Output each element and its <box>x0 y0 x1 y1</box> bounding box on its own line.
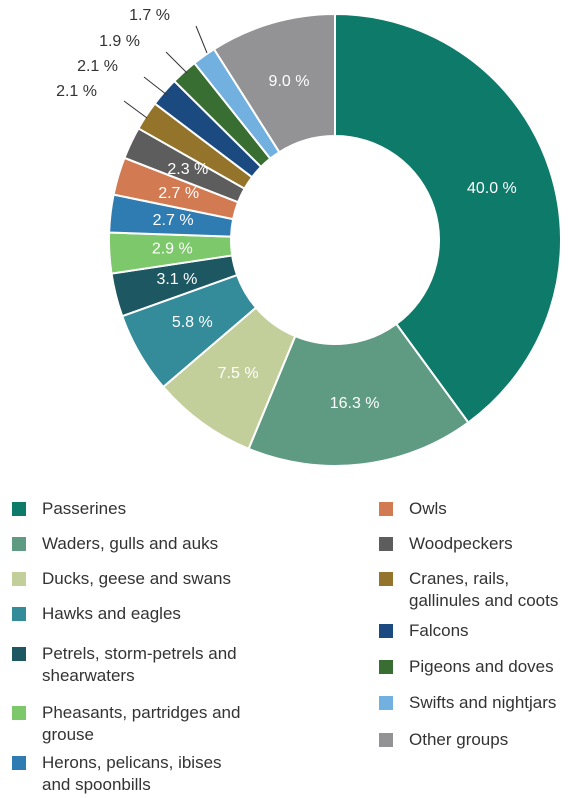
legend-item-owls: Owls <box>379 498 447 520</box>
legend-swatch-pigeons <box>379 660 393 674</box>
legend-label-herons: Herons, pelicans, ibises and spoonbills <box>42 753 222 794</box>
slice-label-passerines: 40.0 % <box>467 180 517 197</box>
legend-label-waders: Waders, gulls and auks <box>42 534 219 553</box>
legend-swatch-swifts <box>379 696 393 710</box>
legend-item-pheasants: Pheasants, partridges and grouse <box>12 702 252 746</box>
legend-label-petrels: Petrels, storm-petrels and shearwaters <box>42 644 237 685</box>
legend-label-falcons: Falcons <box>409 621 469 640</box>
slice-label-swifts-and-nightjars: 1.7 % <box>129 7 170 24</box>
slice-label-other-groups: 9.0 % <box>269 73 310 90</box>
legend-item-herons: Herons, pelicans, ibises and spoonbills <box>12 752 252 796</box>
legend-swatch-waders <box>12 537 26 551</box>
legend-item-cranes: Cranes, rails, gallinules and coots <box>379 568 579 612</box>
legend-item-waders: Waders, gulls and auks <box>12 533 218 555</box>
legend-label-ducks: Ducks, geese and swans <box>42 569 231 588</box>
slice-label-owls: 2.7 % <box>158 185 199 202</box>
leader-line-swifts-and-nightjars <box>195 25 208 54</box>
legend-label-owls: Owls <box>409 499 447 518</box>
legend-swatch-ducks <box>12 572 26 586</box>
slice-label-hawks-and-eagles: 5.8 % <box>172 314 213 331</box>
legend-label-pheasants: Pheasants, partridges and grouse <box>42 703 241 744</box>
legend-label-other: Other groups <box>409 730 509 749</box>
slice-label-pigeons-and-doves: 1.9 % <box>99 33 140 50</box>
legend-item-falcons: Falcons <box>379 620 469 642</box>
legend-item-hawks: Hawks and eagles <box>12 603 181 625</box>
leader-line-cranes-rails-gallinules-and-coots <box>123 100 148 119</box>
legend-label-cranes: Cranes, rails, gallinules and coots <box>409 569 559 610</box>
slice-label-falcons: 2.1 % <box>77 58 118 75</box>
leader-line-pigeons-and-doves <box>165 51 188 74</box>
slice-label-waders-gulls-and-auks: 16.3 % <box>330 395 380 412</box>
legend-label-pigeons: Pigeons and doves <box>409 657 554 676</box>
legend-label-passerines: Passerines <box>42 499 127 518</box>
legend-swatch-passerines <box>12 502 26 516</box>
leader-line-falcons <box>143 76 168 96</box>
donut-chart: 40.0 % 16.3 % 7.5 % 5.8 % 3.1 % 2.9 % 2.7 % 2.7… <box>56 7 562 467</box>
legend-item-swifts: Swifts and nightjars <box>379 692 556 714</box>
legend-swatch-other <box>379 733 393 747</box>
legend-swatch-hawks <box>12 607 26 621</box>
legend-label-swifts: Swifts and nightjars <box>409 693 557 712</box>
slice-label-ducks-geese-and-swans: 7.5 % <box>218 365 259 382</box>
legend-item-ducks: Ducks, geese and swans <box>12 568 231 590</box>
slice-waders-gulls-and-auks <box>247 322 470 467</box>
legend-item-petrels: Petrels, storm-petrels and shearwaters <box>12 643 252 687</box>
legend-label-hawks: Hawks and eagles <box>42 604 181 623</box>
slice-label-pheasants-partridges-and-grouse: 2.9 % <box>152 241 193 258</box>
legend-item-pigeons: Pigeons and doves <box>379 656 554 678</box>
legend-swatch-falcons <box>379 624 393 638</box>
slice-passerines <box>334 12 562 424</box>
legend-swatch-owls <box>379 502 393 516</box>
legend-swatch-petrels <box>12 647 26 661</box>
legend-item-woodpeckers: Woodpeckers <box>379 533 513 555</box>
slice-label-petrels-storm-petrels-and-shearwaters: 3.1 % <box>156 271 197 288</box>
legend-label-woodpeckers: Woodpeckers <box>409 534 513 553</box>
legend-item-other: Other groups <box>379 729 508 751</box>
legend-item-passerines: Passerines <box>12 498 126 520</box>
legend-swatch-cranes <box>379 572 393 586</box>
slice-other-groups <box>212 12 336 154</box>
slice-label-herons-pelicans-ibises-and-spoonbills: 2.7 % <box>153 212 194 229</box>
slice-label-woodpeckers: 2.3 % <box>167 161 208 178</box>
legend-swatch-woodpeckers <box>379 537 393 551</box>
legend-swatch-pheasants <box>12 706 26 720</box>
slice-label-cranes-rails-gallinules-and-coots: 2.1 % <box>56 83 97 100</box>
legend-swatch-herons <box>12 756 26 770</box>
